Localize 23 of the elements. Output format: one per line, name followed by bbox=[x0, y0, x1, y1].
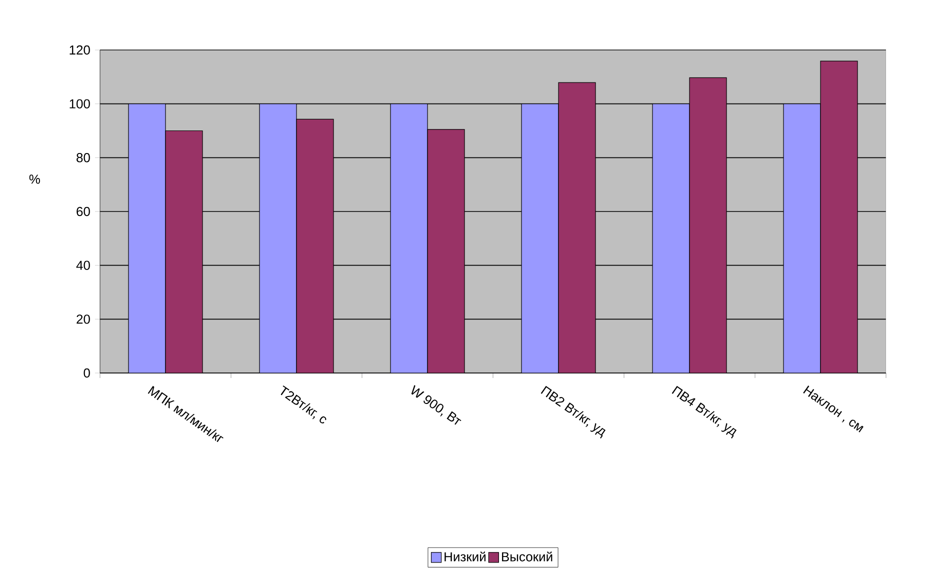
bar bbox=[783, 104, 821, 373]
bar bbox=[690, 78, 727, 373]
x-tick-label: W 900, Вт bbox=[411, 385, 462, 425]
y-tick-label: 20 bbox=[76, 314, 90, 324]
bar bbox=[128, 104, 166, 373]
bar bbox=[820, 60, 858, 373]
y-axis-title: % bbox=[29, 174, 40, 184]
y-tick-label: 80 bbox=[76, 153, 90, 162]
bar bbox=[522, 104, 559, 373]
y-tick-label: 40 bbox=[76, 260, 90, 270]
bar bbox=[390, 104, 428, 373]
y-tick-label: 60 bbox=[76, 206, 90, 216]
y-tick-label: 0 bbox=[84, 368, 90, 378]
y-tick-label: 120 bbox=[70, 45, 90, 55]
legend-label: Низкий bbox=[444, 552, 486, 562]
bar bbox=[296, 119, 334, 373]
bar bbox=[260, 104, 297, 373]
bar bbox=[558, 82, 596, 373]
bar bbox=[166, 130, 203, 373]
bar bbox=[652, 104, 690, 373]
bar bbox=[428, 129, 465, 373]
y-tick-label: 100 bbox=[70, 99, 90, 108]
legend-label: Высокий bbox=[502, 552, 552, 562]
